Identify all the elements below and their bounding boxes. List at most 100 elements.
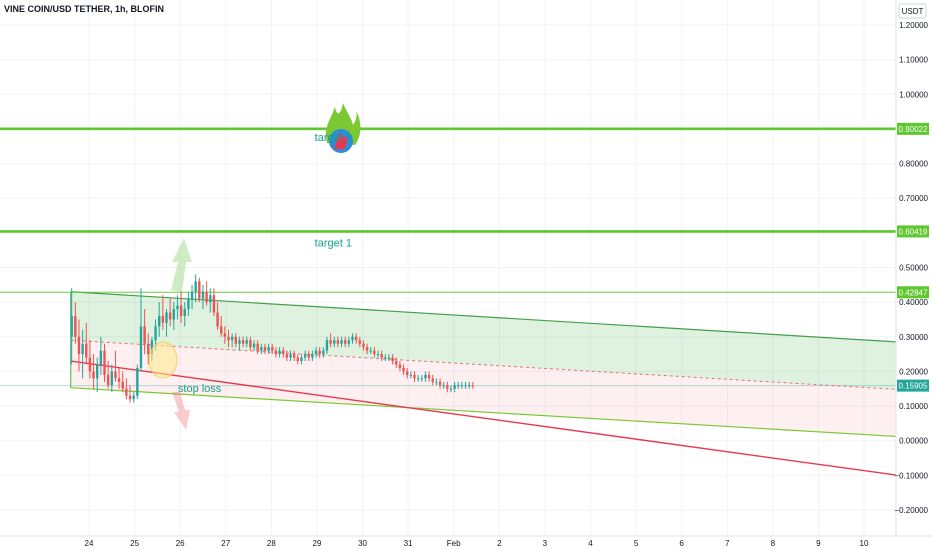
candle [333,336,336,348]
candle [351,333,354,344]
candle-body [223,333,227,337]
candle-body [340,340,343,344]
annotation-label: stop loss [178,383,222,395]
candle-body [373,350,376,355]
y-tick-label: 0.40000 [899,298,928,307]
candle-body [99,350,103,365]
candle-body [252,343,256,348]
candle-body [267,347,270,351]
x-tick-label: 8 [771,539,776,548]
candle-body [449,388,453,390]
y-tick-label: 0.10000 [899,402,928,411]
candle-body [139,326,143,368]
time-axis[interactable]: 24 25 26 27 28 29 30 31 Feb 2 3 4 5 6 7 8 9 10 [0,535,932,548]
y-tick-label: 1.00000 [899,90,928,99]
candle [238,336,241,351]
candle [271,343,274,355]
candle [110,364,113,393]
y-tick-label: 0.80000 [899,160,928,169]
candle-body [198,281,201,299]
candle [285,350,289,362]
candle-body [81,343,84,355]
candle [464,381,467,389]
candle [252,340,256,351]
candle-body [150,340,154,355]
candle-body [438,381,442,386]
candle-body [263,347,267,351]
price-axis[interactable]: USDT1.200001.100001.000000.900000.800000… [894,0,932,550]
candle [424,371,427,382]
x-tick-label: 2 [497,539,502,548]
price-level-tag[interactable] [897,122,929,135]
fire-money-icon [325,103,361,153]
candle-body [172,309,175,320]
candle [449,385,453,393]
candle-body [333,340,336,344]
candle [183,302,186,327]
candle-body [245,340,248,344]
y-tick-label: 0.70000 [899,194,928,203]
candle [384,354,387,362]
candle [471,381,475,389]
candle-body [125,388,128,396]
candle-body [468,385,471,387]
candle-body [278,350,281,355]
price-level-tag-text: 0.42847 [899,288,928,297]
candle [314,347,318,358]
candle [249,336,252,351]
candle [398,361,402,372]
candle [380,350,383,362]
profit-zone [70,291,899,390]
candle-body [369,350,372,352]
candle-body [384,357,387,359]
y-tick-label: 0.00000 [899,437,928,446]
price-level-tag[interactable] [897,286,929,299]
candle-body [344,340,347,344]
candle-body [220,326,223,334]
candle [88,340,92,379]
candle-body [194,281,197,292]
candle [435,378,438,386]
candle [230,333,234,348]
candle [329,333,332,348]
y-tick-label: −0.20000 [894,506,928,515]
candle-body [274,350,278,355]
y-tick-label: 1.20000 [899,21,928,30]
candle [92,354,95,389]
candle-body [77,336,81,355]
candle-body [249,340,252,348]
arrow-down-icon [172,392,190,430]
candle [81,329,84,379]
candle-body [322,350,325,355]
candle-body [161,316,165,323]
candle [172,302,175,330]
candle-body [183,309,186,316]
y-tick-label: 0.30000 [899,333,928,342]
candle [453,381,456,393]
candle [373,347,376,358]
candle-body [457,385,460,387]
candle-body [260,347,263,351]
candle [139,288,143,372]
candle [194,274,197,303]
candle [179,291,183,323]
candle [114,350,117,382]
candle [158,302,161,337]
channel-middle-line [70,339,899,390]
candle-body [289,354,292,358]
highlight-circle [148,341,178,379]
candle [256,340,259,355]
candle-body [282,350,285,355]
candle-body [165,312,168,323]
candle-body [103,350,106,375]
candle [125,378,128,400]
currency-box[interactable] [898,3,927,19]
last-price-tag[interactable] [897,379,929,392]
price-level-tag[interactable] [897,225,929,238]
candle [128,385,132,403]
candle-body [329,340,332,344]
candle-body [380,354,383,358]
candle [99,336,103,375]
candle [427,371,431,382]
